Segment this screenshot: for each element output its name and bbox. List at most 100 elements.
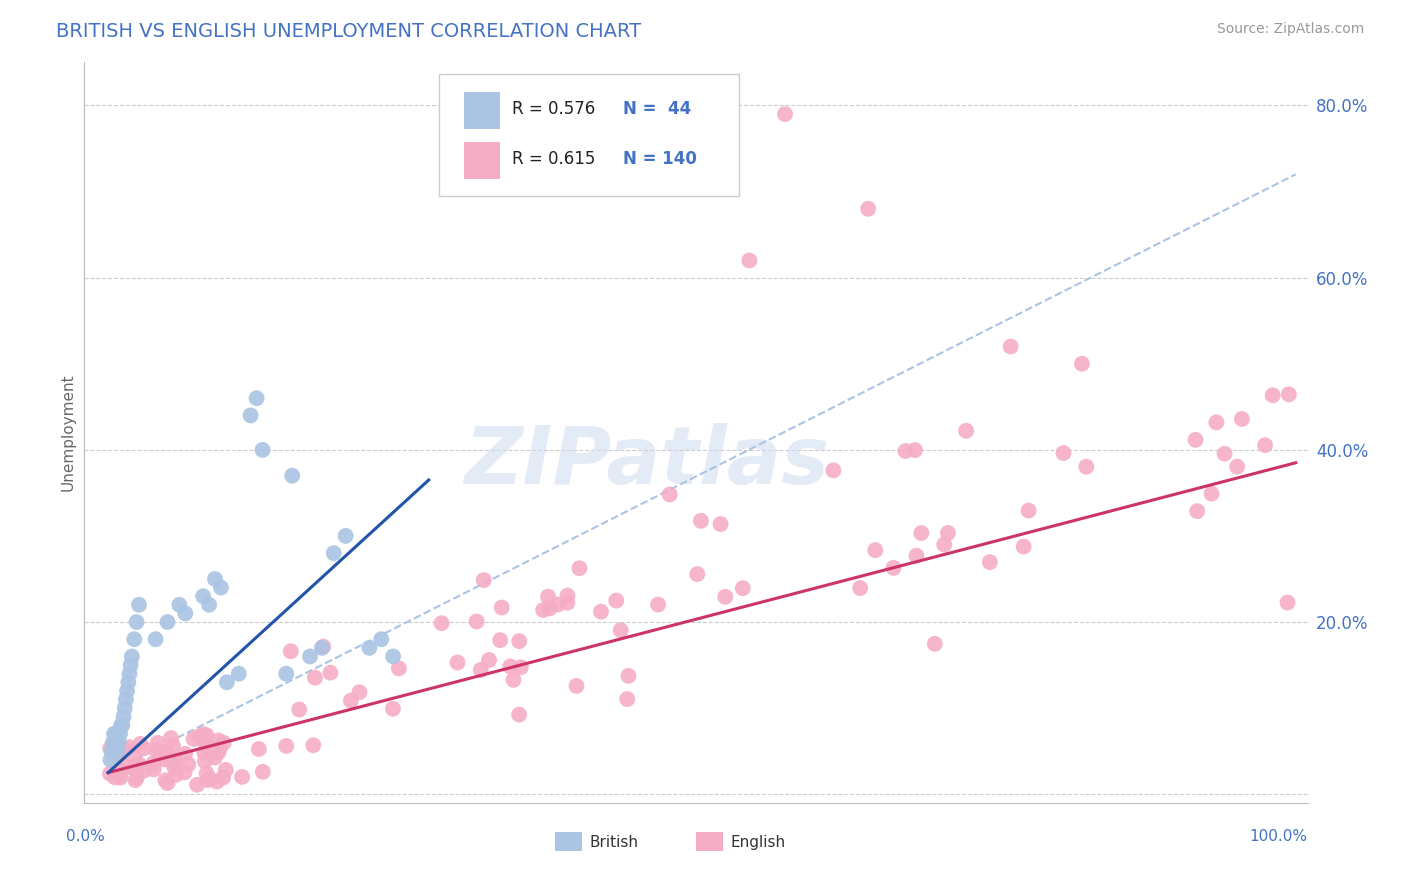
Point [110, 755, 132, 769]
Point [174, 607, 197, 621]
Point [1254, 438, 1277, 452]
Point [446, 656, 468, 670]
Point [228, 666, 250, 681]
Point [124, 773, 146, 788]
Point [156, 776, 179, 790]
Point [122, 750, 145, 764]
Point [589, 605, 612, 619]
Point [478, 653, 501, 667]
Text: BRITISH VS ENGLISH UNEMPLOYMENT CORRELATION CHART: BRITISH VS ENGLISH UNEMPLOYMENT CORRELAT… [56, 22, 641, 41]
Point [156, 746, 179, 760]
Point [298, 649, 321, 664]
Point [194, 754, 217, 768]
Point [191, 589, 214, 603]
Point [382, 649, 405, 664]
Point [195, 766, 218, 780]
Point [239, 409, 262, 423]
Bar [555, 832, 582, 851]
Point [195, 728, 218, 742]
FancyBboxPatch shape [439, 73, 738, 195]
Point [247, 742, 270, 756]
Point [302, 738, 325, 752]
Bar [696, 832, 723, 851]
Point [120, 658, 142, 673]
Point [115, 743, 138, 757]
Point [905, 549, 928, 563]
Point [183, 731, 205, 746]
Text: N =  44: N = 44 [623, 100, 690, 118]
Point [121, 649, 143, 664]
Point [1201, 486, 1223, 500]
Point [197, 739, 219, 754]
Point [430, 616, 453, 631]
Bar [464, 92, 501, 129]
Point [245, 391, 267, 405]
Bar [464, 142, 501, 178]
Point [508, 707, 530, 722]
Point [531, 603, 554, 617]
Point [125, 770, 148, 784]
Point [714, 590, 737, 604]
Point [107, 735, 129, 749]
Point [304, 671, 326, 685]
Point [616, 692, 638, 706]
Point [856, 202, 879, 216]
Point [118, 740, 141, 755]
Point [122, 761, 145, 775]
Point [103, 738, 125, 752]
Point [160, 751, 183, 765]
Point [231, 770, 253, 784]
Text: N = 140: N = 140 [623, 150, 696, 168]
Point [205, 774, 228, 789]
Point [335, 529, 357, 543]
Point [555, 596, 578, 610]
Point [110, 718, 132, 732]
Point [111, 718, 134, 732]
Point [107, 768, 129, 782]
Point [311, 640, 333, 655]
Point [115, 684, 138, 698]
Point [568, 561, 591, 575]
Point [1012, 540, 1035, 554]
Point [1076, 459, 1098, 474]
Point [647, 598, 669, 612]
Point [142, 756, 165, 771]
Point [508, 634, 530, 648]
Point [204, 750, 226, 764]
Point [160, 731, 183, 746]
Point [186, 778, 208, 792]
Point [281, 468, 304, 483]
Point [118, 666, 141, 681]
Text: R = 0.615: R = 0.615 [513, 150, 596, 168]
Y-axis label: Unemployment: Unemployment [60, 374, 76, 491]
Point [208, 741, 231, 756]
Point [128, 598, 150, 612]
Point [465, 615, 488, 629]
Point [252, 764, 274, 779]
Point [105, 735, 128, 749]
Point [193, 727, 215, 741]
Text: 0.0%: 0.0% [66, 829, 105, 844]
Point [212, 736, 235, 750]
Point [280, 644, 302, 658]
Point [145, 632, 167, 647]
Text: English: English [730, 835, 786, 849]
Point [731, 581, 754, 595]
Text: R = 0.576: R = 0.576 [513, 100, 596, 118]
Point [910, 526, 932, 541]
Point [738, 253, 761, 268]
Point [155, 773, 177, 788]
Point [142, 763, 165, 777]
Point [132, 741, 155, 756]
Point [194, 736, 217, 750]
Point [617, 669, 640, 683]
Point [174, 747, 197, 761]
Point [198, 598, 221, 612]
Point [288, 702, 311, 716]
Point [108, 727, 131, 741]
Point [319, 665, 342, 680]
Text: British: British [589, 835, 638, 849]
Point [215, 763, 238, 777]
Point [955, 424, 977, 438]
Point [537, 590, 560, 604]
